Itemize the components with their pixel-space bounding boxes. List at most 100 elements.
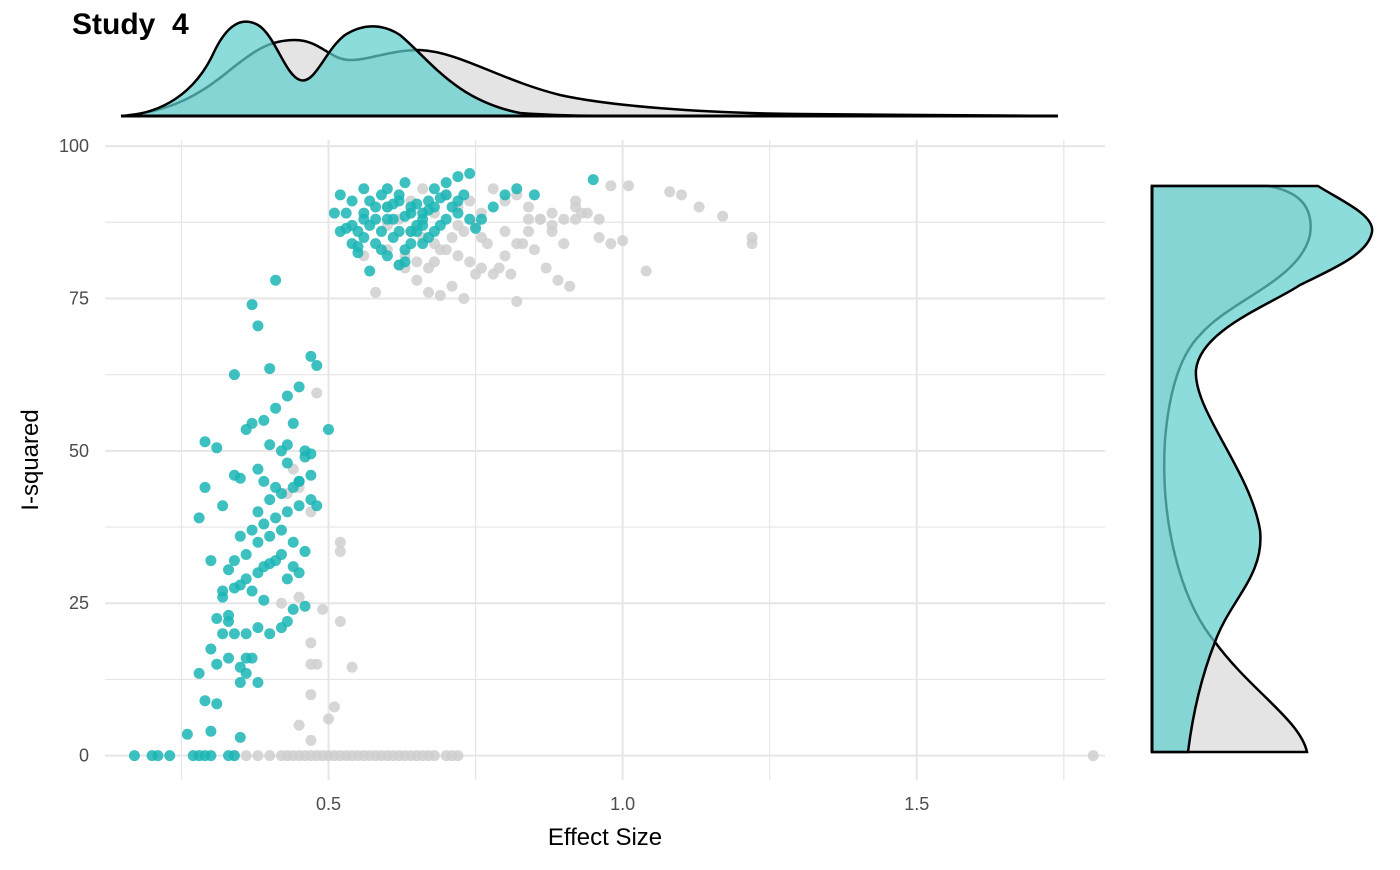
data-point-teal (258, 475, 270, 487)
data-point-grey (305, 734, 317, 746)
data-point-teal (358, 183, 370, 195)
data-point-teal (305, 350, 317, 362)
x-tick-label: 0.5 (316, 794, 341, 814)
data-point-teal (411, 198, 423, 210)
data-point-grey (717, 210, 729, 222)
data-point-grey (523, 213, 535, 225)
data-point-grey (305, 689, 317, 701)
data-point-teal (423, 204, 435, 216)
data-point-grey (458, 292, 470, 304)
data-point-teal (246, 652, 258, 664)
data-point-grey (575, 207, 587, 219)
data-point-grey (464, 256, 476, 268)
data-point-teal (199, 481, 211, 493)
data-point-teal (234, 472, 246, 484)
data-point-teal (199, 695, 211, 707)
data-point-teal (264, 439, 276, 451)
data-point-grey (428, 256, 440, 268)
data-point-teal (352, 241, 364, 253)
data-point-teal (281, 439, 293, 451)
data-point-teal (234, 661, 246, 673)
data-point-teal (264, 494, 276, 506)
data-point-teal (305, 469, 317, 481)
data-point-teal (364, 265, 376, 277)
data-point-teal (334, 189, 346, 201)
data-point-teal (193, 667, 205, 679)
y-tick-label: 0 (79, 746, 89, 766)
data-point-teal (293, 475, 305, 487)
data-point-teal (293, 500, 305, 512)
x-tick-label: 1.5 (904, 794, 929, 814)
data-point-grey (593, 213, 605, 225)
data-point-grey (570, 195, 582, 207)
data-point-grey (434, 244, 446, 256)
data-point-grey (517, 238, 529, 250)
data-point-teal (205, 643, 217, 655)
data-point-teal (258, 594, 270, 606)
data-point-grey (323, 713, 335, 725)
data-point-teal (234, 676, 246, 688)
data-point-teal (393, 225, 405, 237)
data-point-teal (211, 612, 223, 624)
data-point-teal (358, 213, 370, 225)
data-point-grey (693, 201, 705, 213)
data-point-grey (275, 597, 287, 609)
data-point-teal (299, 445, 311, 457)
data-point-grey (452, 219, 464, 231)
data-point-teal (587, 174, 599, 186)
data-point-teal (452, 207, 464, 219)
data-point-teal (399, 177, 411, 189)
data-point-teal (252, 463, 264, 475)
data-point-grey (640, 265, 652, 277)
data-point-teal (270, 274, 282, 286)
data-point-grey (664, 186, 676, 198)
data-point-grey (605, 180, 617, 192)
data-point-teal (181, 728, 193, 740)
data-point-teal (211, 658, 223, 670)
y-tick-label: 75 (69, 288, 89, 308)
chart-title: Study 4 (72, 8, 189, 41)
y-axis-label: I-squared (17, 409, 44, 510)
data-point-teal (252, 320, 264, 332)
data-point-teal (217, 585, 229, 597)
data-point-grey (311, 658, 323, 670)
data-point-grey (305, 637, 317, 649)
data-point-teal (234, 530, 246, 542)
data-point-teal (281, 457, 293, 469)
data-point-grey (564, 280, 576, 292)
data-point-teal (281, 616, 293, 628)
data-point-teal (528, 189, 540, 201)
axes-layer: 0.5 1.0 1.5 0 25 50 75 100 Effect Size I-squared (17, 136, 929, 851)
data-point-teal (405, 225, 417, 237)
x-axis-label: Effect Size (548, 824, 662, 851)
data-point-grey (446, 232, 458, 244)
data-point-teal (205, 750, 217, 762)
data-point-grey (523, 225, 535, 237)
data-point-teal (258, 414, 270, 426)
data-point-teal (275, 524, 287, 536)
data-point-teal (328, 207, 340, 219)
data-point-teal (417, 219, 429, 231)
data-point-grey (523, 201, 535, 213)
data-point-teal (399, 210, 411, 222)
data-point-teal (240, 573, 252, 585)
data-point-teal (234, 731, 246, 743)
data-point-teal (340, 207, 352, 219)
data-point-teal (287, 417, 299, 429)
data-point-teal (252, 676, 264, 688)
data-point-grey (452, 250, 464, 262)
data-point-grey (534, 213, 546, 225)
data-point-grey (511, 296, 523, 308)
data-point-teal (475, 213, 487, 225)
data-point-teal (252, 536, 264, 548)
data-point-teal (405, 238, 417, 250)
data-point-teal (370, 201, 382, 213)
right-density-teal (1150, 184, 1374, 754)
data-point-teal (152, 750, 164, 762)
data-point-teal (281, 390, 293, 402)
data-point-grey (346, 661, 358, 673)
data-point-teal (417, 238, 429, 250)
data-point-grey (593, 232, 605, 244)
data-point-teal (470, 222, 482, 234)
